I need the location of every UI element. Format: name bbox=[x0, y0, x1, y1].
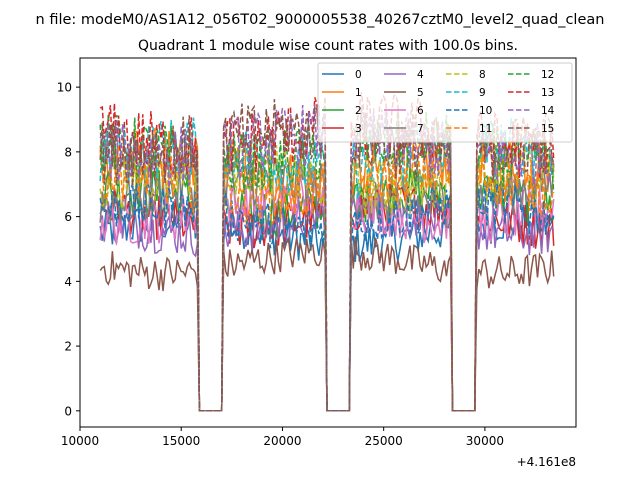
x-offset-label: +4.161e8 bbox=[517, 455, 576, 469]
y-axis: 0 2 4 6 8 10 bbox=[57, 81, 80, 418]
y-tick-label: 10 bbox=[57, 81, 72, 95]
legend-label-7: 7 bbox=[417, 123, 424, 135]
legend-label-9: 9 bbox=[479, 87, 486, 99]
x-tick-label: 30000 bbox=[466, 434, 504, 448]
legend-label-2: 2 bbox=[355, 105, 362, 117]
x-tick-label: 10000 bbox=[61, 434, 99, 448]
x-tick-label: 25000 bbox=[365, 434, 403, 448]
legend-label-15: 15 bbox=[541, 123, 554, 135]
y-tick-label: 8 bbox=[64, 145, 72, 159]
y-tick-label: 2 bbox=[64, 340, 72, 354]
legend-label-12: 12 bbox=[541, 69, 554, 81]
axes-frame bbox=[79, 57, 577, 428]
legend-label-11: 11 bbox=[479, 123, 492, 135]
legend-label-4: 4 bbox=[417, 69, 424, 81]
suptitle: n file: modeM0/AS1A12_056T02_9000005538_… bbox=[36, 12, 605, 28]
x-axis: 10000 15000 20000 25000 30000 bbox=[61, 427, 504, 448]
legend-label-8: 8 bbox=[479, 69, 486, 81]
legend-label-10: 10 bbox=[479, 105, 492, 117]
legend-label-3: 3 bbox=[355, 123, 362, 135]
legend-label-14: 14 bbox=[541, 105, 555, 117]
legend-label-6: 6 bbox=[417, 105, 424, 117]
y-tick-label: 0 bbox=[64, 404, 72, 418]
legend-label-1: 1 bbox=[355, 87, 362, 99]
x-tick-label: 15000 bbox=[162, 434, 200, 448]
legend-box bbox=[317, 62, 573, 143]
legend-label-0: 0 bbox=[355, 69, 362, 81]
chart-title: Quadrant 1 module wise count rates with … bbox=[138, 38, 518, 54]
legend-label-5: 5 bbox=[417, 87, 424, 99]
x-tick-label: 20000 bbox=[263, 434, 301, 448]
y-tick-label: 4 bbox=[64, 275, 72, 289]
y-tick-label: 6 bbox=[64, 210, 72, 224]
legend-label-13: 13 bbox=[541, 87, 554, 99]
